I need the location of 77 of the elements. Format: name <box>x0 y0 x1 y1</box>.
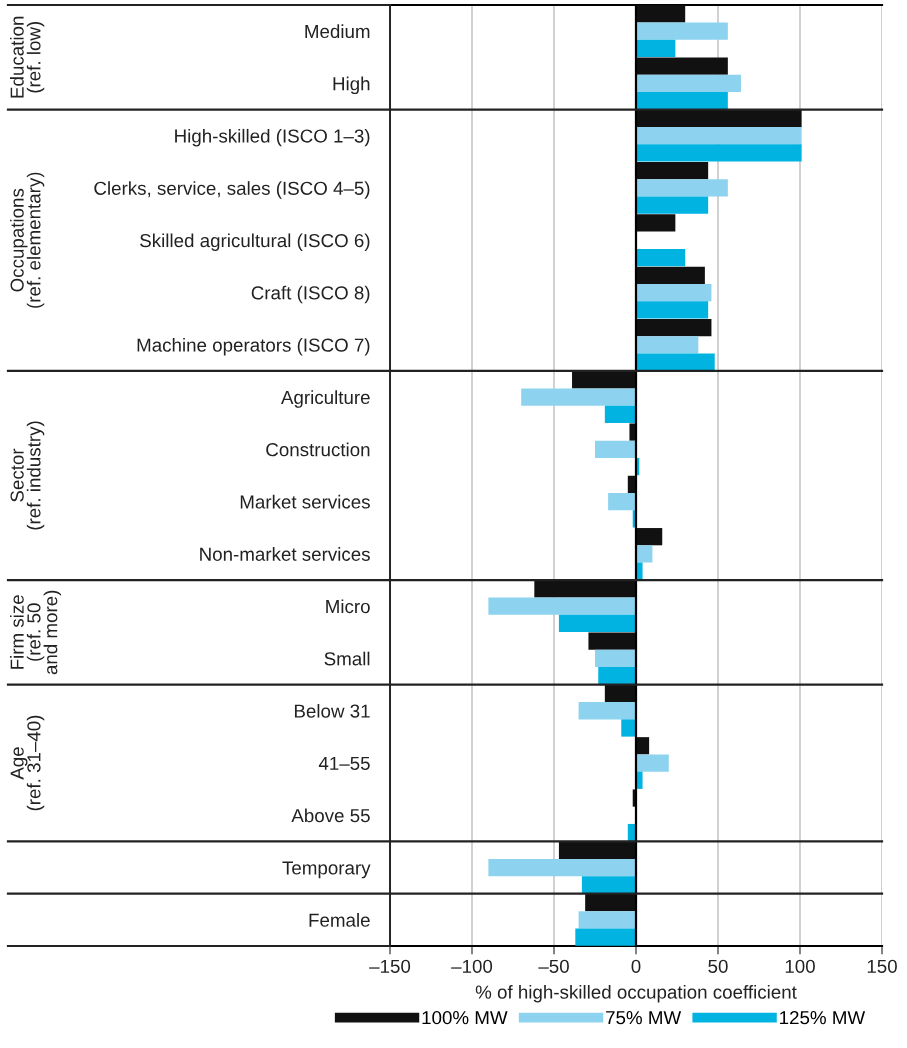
bar <box>621 719 636 737</box>
bar <box>595 649 636 668</box>
y-tick-label: Medium <box>305 24 370 39</box>
x-tick-label: 50 <box>708 959 728 973</box>
y-tick-label: Female <box>309 913 370 927</box>
bar <box>608 493 636 511</box>
text: Firm size (ref. 50 and more) <box>10 590 62 675</box>
bar <box>578 702 636 720</box>
text: Age (ref. 31–40) <box>10 715 45 811</box>
bar <box>598 667 636 685</box>
bar <box>558 614 636 633</box>
bar <box>575 928 636 946</box>
text: Occupations (ref. elementary) <box>10 172 45 308</box>
y-tick-label: 41–55 <box>318 756 370 771</box>
bar <box>636 74 741 93</box>
bar <box>636 162 709 180</box>
bar <box>572 371 636 389</box>
bar <box>585 893 636 912</box>
y-tick-label: Market services <box>240 494 370 509</box>
x-tick-label: 100 <box>785 959 815 973</box>
y-tick-label: High-skilled (ISCO 1–3) <box>175 128 370 147</box>
y-tick-label: High <box>333 76 370 95</box>
bar <box>636 318 712 337</box>
bar <box>636 545 653 563</box>
bar <box>636 179 728 197</box>
bar <box>488 597 636 615</box>
bar <box>604 405 636 423</box>
bar <box>636 754 669 772</box>
bar <box>521 388 636 406</box>
text: Sector (ref. industry) <box>10 421 45 530</box>
legend-label: 125% MW <box>780 1011 866 1025</box>
bar <box>558 841 636 859</box>
bar <box>636 737 650 755</box>
bar <box>636 283 712 302</box>
x-axis-title: % of high-skilled occupation coefficient <box>475 985 797 1003</box>
y-tick-label: Agriculture <box>280 390 370 408</box>
legend-label: 100% MW <box>422 1011 508 1025</box>
bar <box>636 214 676 232</box>
bar <box>636 39 676 58</box>
bar <box>534 580 636 598</box>
bar <box>636 92 728 110</box>
x-tick-label: –100 <box>451 959 493 973</box>
bar <box>636 196 709 214</box>
bar <box>636 336 699 354</box>
y-tick-label: Non-market services <box>200 547 370 561</box>
legend-label: 75% MW <box>606 1011 682 1025</box>
bar <box>636 127 802 145</box>
bar <box>581 876 636 894</box>
y-tick-label: Construction <box>266 442 370 457</box>
y-tick-label: Micro <box>326 599 370 614</box>
bar <box>636 353 715 371</box>
y-tick-label: Temporary <box>282 861 371 879</box>
bar <box>636 22 728 40</box>
y-tick-label: Machine operators (ISCO 7) <box>137 338 370 356</box>
x-tick-label: –150 <box>369 959 411 973</box>
bar <box>636 5 686 23</box>
bar <box>636 57 728 75</box>
y-tick-label: Below 31 <box>294 703 370 718</box>
bar <box>636 109 802 128</box>
bar <box>488 858 636 877</box>
x-tick-label: 150 <box>867 959 897 973</box>
y-tick-label: Craft (ISCO 8) <box>251 285 370 304</box>
bar <box>578 911 636 929</box>
bar <box>636 248 686 267</box>
bar <box>636 144 802 162</box>
y-tick-label: Skilled agricultural (ISCO 6) <box>140 233 370 251</box>
y-tick-label: Small <box>324 651 370 666</box>
x-tick-label: –50 <box>538 959 569 973</box>
y-tick-label: Above 55 <box>291 808 370 823</box>
x-tick-label: 0 <box>631 959 641 973</box>
bar <box>636 301 709 319</box>
bar <box>588 632 636 650</box>
y-tick-label: Clerks, service, sales (ISCO 4–5) <box>94 181 370 199</box>
bar <box>636 528 663 546</box>
bar <box>636 266 705 284</box>
bar <box>595 440 636 458</box>
text: Education (ref. low) <box>10 16 45 98</box>
